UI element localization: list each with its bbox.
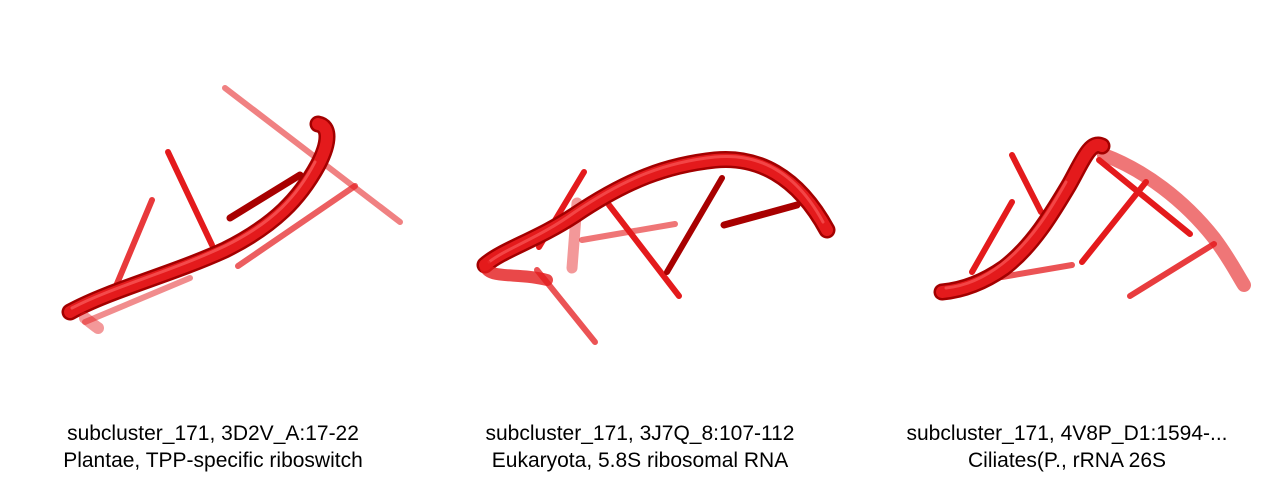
- structure-panel-1: subcluster_171, 3D2V_A:17-22 Plantae, TP…: [0, 0, 426, 480]
- caption-line-2: Ciliates(P., rRNA 26S: [967, 449, 1167, 472]
- structure-caption-1: subcluster_171, 3D2V_A:17-22 Plantae, TP…: [0, 420, 426, 474]
- caption-line-2: Eukaryota, 5.8S ribosomal RNA: [491, 449, 789, 472]
- caption-line-1: subcluster_171, 3D2V_A:17-22: [67, 422, 359, 445]
- caption-line-1: subcluster_171, 3J7Q_8:107-112: [485, 422, 795, 445]
- caption-line-1: subcluster_171, 4V8P_D1:1594-...: [906, 422, 1228, 445]
- rna-structure-image: [933, 136, 1251, 301]
- structure-caption-3: subcluster_171, 4V8P_D1:1594-... Ciliate…: [854, 420, 1280, 474]
- caption-line-2: Plantae, TPP-specific riboswitch: [63, 449, 363, 472]
- structure-caption-2: subcluster_171, 3J7Q_8:107-112 Eukaryota…: [427, 420, 853, 474]
- structure-panel-2: subcluster_171, 3J7Q_8:107-112 Eukaryota…: [427, 0, 853, 480]
- structure-panel-3: subcluster_171, 4V8P_D1:1594-... Ciliate…: [854, 0, 1280, 480]
- rna-structure-image: [476, 150, 836, 345]
- rna-structure-image: [61, 85, 403, 334]
